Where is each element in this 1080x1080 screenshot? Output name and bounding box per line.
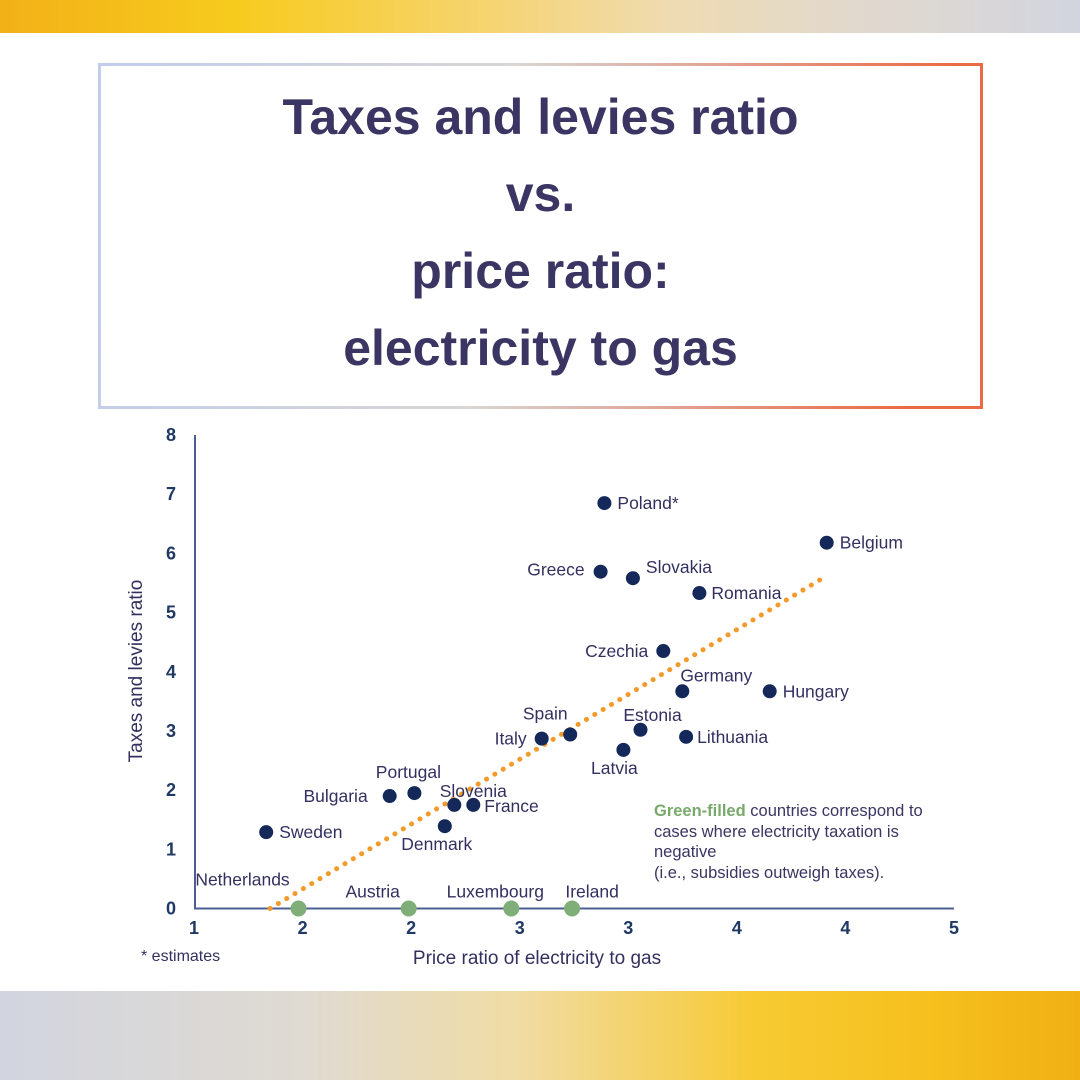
point-ireland — [564, 900, 581, 917]
x-tick-label: 2 — [406, 918, 416, 938]
point-italy — [534, 731, 549, 746]
x-tick-label: 3 — [515, 918, 525, 938]
x-tick-label: 5 — [949, 918, 959, 938]
point-poland — [597, 496, 612, 511]
label-lithuania: Lithuania — [697, 727, 768, 747]
page-title-line-3: price ratio: — [411, 243, 670, 299]
label-hungary: Hungary — [783, 681, 849, 701]
annotation-line3: negative — [654, 843, 717, 861]
x-tick-label: 2 — [298, 918, 308, 938]
x-axis-title: Price ratio of electricity to gas — [412, 948, 662, 969]
label-poland: Poland* — [617, 493, 678, 513]
page-title-line-4: electricity to gas — [343, 320, 738, 376]
green-filled-annotation: Green-filled countries correspond to cas… — [654, 801, 934, 883]
y-tick-label: 6 — [166, 543, 176, 563]
x-tick-label: 3 — [623, 918, 633, 938]
label-latvia: Latvia — [591, 758, 638, 778]
y-axis-title: Taxes and levies ratio — [126, 579, 147, 763]
trendline — [267, 573, 830, 911]
point-belgium — [819, 535, 834, 550]
point-austria — [400, 900, 417, 917]
point-slovenia — [447, 797, 462, 812]
y-tick-label: 3 — [166, 721, 176, 741]
point-latvia — [616, 742, 631, 757]
label-portugal: Portugal — [376, 762, 441, 782]
label-estonia: Estonia — [623, 705, 682, 725]
page-title-line-2: vs. — [505, 166, 576, 222]
y-tick-label: 8 — [166, 425, 176, 445]
point-netherlands — [290, 900, 307, 917]
annotation-line4: (i.e., subsidies outweigh taxes). — [654, 863, 885, 882]
y-tick-label: 7 — [166, 484, 176, 504]
bottom-gradient-band: ehpa 25 years ★ ★ ★ ★ ★ ★ ★ ★ ★ — [0, 991, 1080, 1080]
x-tick-label: 4 — [732, 918, 742, 938]
label-italy: Italy — [495, 729, 527, 749]
label-denmark: Denmark — [401, 834, 472, 854]
point-hungary — [762, 684, 777, 699]
label-austria: Austria — [345, 882, 400, 902]
y-tick-label: 0 — [166, 899, 176, 919]
point-portugal — [407, 786, 422, 801]
label-ireland: Ireland — [565, 882, 619, 902]
label-czechia: Czechia — [585, 641, 648, 661]
label-sweden: Sweden — [279, 822, 342, 842]
label-romania: Romania — [711, 583, 781, 603]
y-tick-label: 2 — [166, 780, 176, 800]
y-tick-label: 4 — [166, 662, 176, 682]
point-estonia — [633, 722, 648, 737]
label-greece: Greece — [527, 560, 584, 580]
y-tick-label: 5 — [166, 603, 176, 623]
label-slovenia: Slovenia — [440, 781, 507, 801]
annotation-line2: cases where electricity taxation is — [654, 822, 899, 841]
x-tick-label: 1 — [189, 918, 199, 938]
page-title-line-1: Taxes and levies ratio — [282, 89, 799, 145]
point-czechia — [656, 644, 671, 659]
label-spain: Spain — [523, 703, 568, 723]
annotation-line1: countries correspond to — [745, 802, 923, 820]
point-slovakia — [625, 571, 640, 586]
point-luxembourg — [503, 900, 520, 917]
point-greece — [593, 564, 608, 579]
point-romania — [692, 586, 707, 601]
point-germany — [675, 684, 690, 699]
point-spain — [563, 727, 578, 742]
estimates-footnote: * estimates — [141, 948, 221, 965]
annotation-highlight: Green-filled — [654, 802, 746, 820]
x-tick-label: 4 — [840, 918, 850, 938]
label-france: France — [484, 796, 538, 816]
point-bulgaria — [382, 789, 397, 804]
label-netherlands: Netherlands — [195, 870, 290, 890]
point-france — [466, 797, 481, 812]
title-box: Taxes and levies ratio vs. price ratio: … — [98, 63, 983, 409]
label-luxembourg: Luxembourg — [447, 882, 544, 902]
point-sweden — [259, 825, 274, 840]
label-germany: Germany — [680, 665, 752, 685]
point-lithuania — [679, 729, 694, 744]
top-gradient-band — [0, 0, 1080, 33]
label-bulgaria: Bulgaria — [303, 786, 367, 806]
label-belgium: Belgium — [840, 533, 903, 553]
point-denmark — [437, 819, 452, 834]
label-slovakia: Slovakia — [646, 557, 712, 577]
y-tick-label: 1 — [166, 839, 176, 859]
